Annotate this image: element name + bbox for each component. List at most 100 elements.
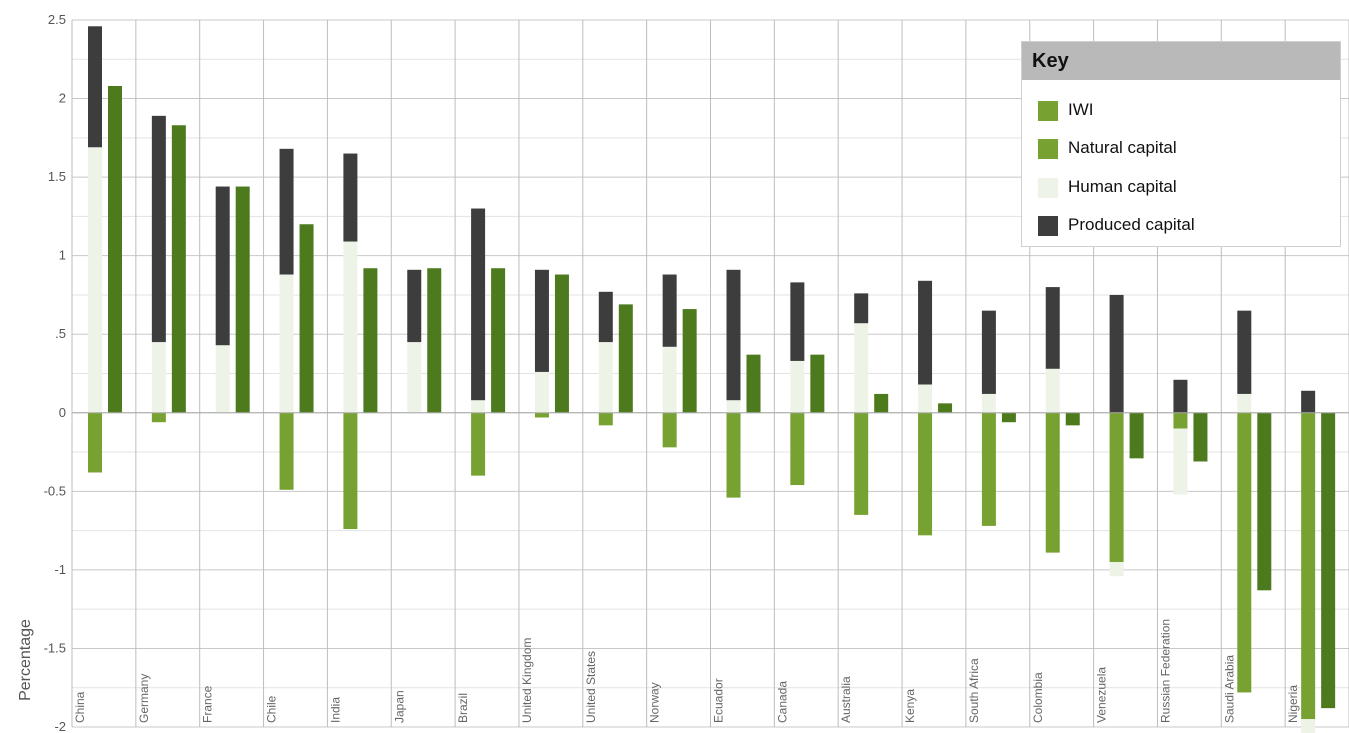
natural-capital-bar: [151, 412, 166, 423]
category-label: Colombia: [1031, 672, 1045, 723]
human-capital-bar: [1237, 393, 1252, 413]
natural-capital-bar: [726, 412, 741, 498]
category-label: United Kingdom: [520, 638, 534, 723]
natural-capital-bar: [981, 412, 996, 526]
natural-capital-bar: [1301, 412, 1316, 720]
iwi-bar: [299, 224, 314, 413]
category-labels: China Germany France Chile India Japan Brazil U…: [73, 619, 1300, 723]
iwi-bar: [554, 274, 569, 413]
category-label: Canada: [775, 681, 789, 723]
human-capital-bar: [662, 346, 677, 413]
natural-capital-bar: [918, 412, 933, 536]
y-tick-label: -1: [54, 562, 66, 577]
category-label: China: [73, 691, 87, 723]
produced-capital-bar: [1109, 294, 1124, 413]
category-label: Brazil: [456, 693, 470, 723]
produced-capital-bar: [215, 186, 230, 346]
iwi-bar: [682, 309, 697, 413]
y-tick-label: -2: [54, 719, 66, 733]
natural-capital-bar: [1173, 412, 1188, 429]
produced-capital-bar: [918, 280, 933, 385]
category-label: Chile: [265, 695, 279, 723]
legend-label-natural-capital: Natural capital: [1068, 138, 1177, 157]
natural-capital-bar: [343, 412, 358, 530]
natural-capital-bar: [471, 412, 486, 476]
category-label: Ecuador: [712, 678, 726, 723]
category-label: Russian Federation: [1158, 619, 1172, 723]
bars: [88, 26, 1336, 733]
human-capital-bar: [279, 274, 294, 413]
iwi-bar: [235, 186, 250, 413]
human-capital-bar: [1173, 428, 1188, 495]
human-capital-bar: [343, 241, 358, 413]
human-capital-bar: [1045, 368, 1060, 413]
category-label: Saudi Arabia: [1222, 655, 1236, 723]
produced-capital-bar: [534, 269, 549, 372]
y-tick-label: 2: [59, 91, 66, 106]
human-capital-bar: [598, 342, 613, 413]
human-capital-bar: [407, 342, 422, 413]
y-tick-labels: 2.521.51.50-0.5-1-1.5-2: [44, 12, 66, 733]
iwi-bar: [1129, 412, 1144, 459]
legend-item-natural-capital: Natural capital: [1038, 137, 1177, 159]
human-capital-bar: [854, 323, 869, 413]
iwi-bar: [1001, 412, 1016, 423]
produced-capital-bar: [598, 291, 613, 343]
produced-capital-bar: [1301, 390, 1316, 413]
y-tick-label: -1.5: [44, 640, 66, 655]
iwi-bar: [874, 393, 889, 413]
produced-capital-bar: [1237, 310, 1252, 394]
human-capital-bar: [471, 400, 486, 413]
legend-swatch-natural-capital: [1038, 138, 1058, 159]
legend-label-produced-capital: Produced capital: [1068, 215, 1195, 234]
natural-capital-bar: [534, 412, 549, 418]
category-label: Norway: [648, 682, 662, 723]
category-label: India: [328, 697, 342, 723]
produced-capital-bar: [981, 310, 996, 394]
human-capital-bar: [790, 360, 805, 413]
natural-capital-bar: [854, 412, 869, 515]
iwi-bar: [1321, 412, 1336, 709]
iwi-bar: [938, 403, 953, 413]
human-capital-bar: [981, 393, 996, 413]
category-label: United States: [584, 651, 598, 723]
category-label: Japan: [392, 690, 406, 723]
iwi-bar: [427, 268, 442, 413]
category-label: South Africa: [967, 658, 981, 723]
iwi-bar: [108, 85, 122, 413]
natural-capital-bar: [1045, 412, 1060, 553]
category-label: France: [201, 685, 215, 723]
legend-swatch-produced-capital: [1038, 215, 1058, 236]
iwi-bar: [363, 268, 378, 413]
iwi-bar: [1065, 412, 1080, 426]
natural-capital-bar: [662, 412, 677, 448]
iwi-bar: [618, 304, 633, 413]
category-label: Germany: [137, 674, 151, 723]
y-tick-label: 1: [59, 248, 66, 263]
legend: Key IWI Natural capital Human capital Pr…: [1021, 41, 1341, 247]
category-label: Kenya: [903, 689, 917, 723]
human-capital-bar: [151, 342, 166, 413]
natural-capital-bar: [790, 412, 805, 486]
human-capital-bar: [88, 147, 102, 413]
y-tick-label: -0.5: [44, 483, 66, 498]
natural-capital-bar: [279, 412, 294, 490]
produced-capital-bar: [407, 269, 422, 343]
legend-item-iwi: IWI: [1038, 99, 1094, 121]
legend-label-iwi: IWI: [1068, 100, 1094, 119]
natural-capital-bar: [598, 412, 613, 426]
human-capital-bar: [1301, 719, 1316, 733]
iwi-bar: [746, 354, 761, 413]
produced-capital-bar: [88, 26, 102, 148]
natural-capital-bar: [1237, 412, 1252, 693]
produced-capital-bar: [471, 208, 486, 401]
y-tick-label: 0: [59, 405, 66, 420]
human-capital-bar: [534, 371, 549, 413]
produced-capital-bar: [854, 293, 869, 324]
y-tick-label: 1.5: [48, 169, 66, 184]
iwi-bar: [1193, 412, 1208, 462]
natural-capital-bar: [88, 412, 102, 473]
y-axis-label: Percentage: [17, 619, 34, 701]
legend-item-produced-capital: Produced capital: [1038, 214, 1195, 236]
